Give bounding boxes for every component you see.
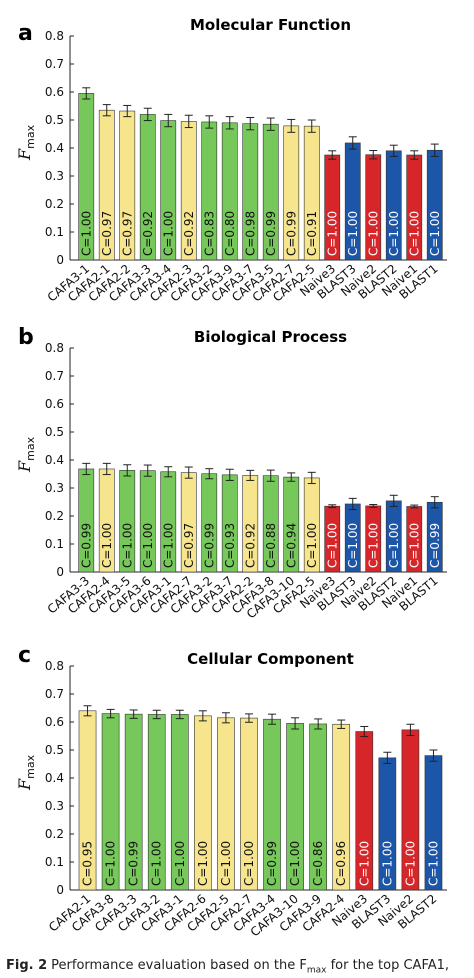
coverage-label: C=0.91	[305, 211, 319, 256]
coverage-label: C=0.99	[127, 841, 141, 886]
coverage-label: C=1.00	[150, 841, 164, 886]
coverage-label: C=1.00	[426, 841, 440, 886]
coverage-label: C=0.92	[141, 211, 155, 256]
coverage-label: C=0.80	[223, 211, 237, 256]
coverage-label: C=0.96	[334, 841, 348, 886]
coverage-label: C=1.00	[407, 211, 421, 256]
coverage-label: C=1.00	[141, 523, 155, 568]
y-tick-label: 0.3	[45, 169, 64, 183]
y-tick-label: 0.1	[45, 225, 64, 239]
coverage-label: C=0.98	[243, 211, 257, 256]
y-tick-label: 0.7	[45, 57, 64, 71]
panel-title: Molecular Function	[190, 16, 351, 34]
coverage-label: C=1.00	[325, 523, 339, 568]
coverage-label: C=0.99	[265, 841, 279, 886]
caption-text: Performance evaluation based on the F	[51, 958, 307, 973]
coverage-label: C=1.00	[196, 841, 210, 886]
coverage-label: C=1.00	[325, 211, 339, 256]
y-tick-label: 0.2	[45, 197, 64, 211]
caption-rest: for the top CAFA1,	[326, 958, 450, 973]
y-tick-label: 0.2	[45, 509, 64, 523]
coverage-label: C=1.00	[79, 211, 93, 256]
y-tick-label: 0	[56, 565, 64, 579]
y-axis-label: Fmax	[15, 754, 37, 791]
coverage-label: C=0.99	[264, 211, 278, 256]
y-tick-label: 0.2	[45, 827, 64, 841]
coverage-label: C=1.00	[403, 841, 417, 886]
coverage-label: C=0.92	[182, 211, 196, 256]
coverage-label: C=0.99	[428, 523, 442, 568]
coverage-label: C=1.00	[120, 523, 134, 568]
coverage-label: C=0.86	[311, 841, 325, 886]
panel-letter: c	[18, 643, 31, 668]
panel-letter: a	[18, 21, 33, 46]
coverage-label: C=1.00	[305, 523, 319, 568]
coverage-label: C=1.00	[242, 841, 256, 886]
coverage-label: C=1.00	[104, 841, 118, 886]
caption-sub: max	[306, 965, 327, 976]
y-tick-label: 0.5	[45, 113, 64, 127]
coverage-label: C=1.00	[346, 211, 360, 256]
coverage-label: C=1.00	[357, 841, 371, 886]
coverage-label: C=1.00	[219, 841, 233, 886]
y-tick-label: 0.1	[45, 855, 64, 869]
coverage-label: C=0.93	[223, 523, 237, 568]
y-tick-label: 0.8	[45, 659, 64, 673]
y-tick-label: 0.3	[45, 799, 64, 813]
coverage-label: C=1.00	[380, 841, 394, 886]
coverage-label: C=0.97	[100, 211, 114, 256]
y-tick-label: 0.4	[45, 453, 64, 467]
coverage-label: C=1.00	[173, 841, 187, 886]
panel-letter: b	[18, 325, 34, 350]
y-axis-label: Fmax	[15, 124, 37, 161]
coverage-label: C=0.94	[284, 523, 298, 568]
caption-label: Fig. 2	[6, 958, 48, 973]
y-tick-label: 0.7	[45, 369, 64, 383]
y-tick-label: 0.1	[45, 537, 64, 551]
coverage-label: C=1.00	[428, 211, 442, 256]
coverage-label: C=1.00	[288, 841, 302, 886]
coverage-label: C=0.97	[182, 523, 196, 568]
coverage-label: C=0.88	[264, 523, 278, 568]
coverage-label: C=1.00	[366, 211, 380, 256]
coverage-label: C=0.95	[81, 841, 95, 886]
coverage-label: C=1.00	[387, 211, 401, 256]
coverage-label: C=1.00	[161, 523, 175, 568]
coverage-label: C=1.00	[407, 523, 421, 568]
coverage-label: C=1.00	[387, 523, 401, 568]
coverage-label: C=0.97	[120, 211, 134, 256]
y-tick-label: 0.5	[45, 425, 64, 439]
y-tick-label: 0.4	[45, 141, 64, 155]
coverage-label: C=1.00	[161, 211, 175, 256]
coverage-label: C=0.83	[202, 211, 216, 256]
figure-caption: Fig. 2 Performance evaluation based on th…	[6, 958, 474, 976]
coverage-label: C=1.00	[346, 523, 360, 568]
y-tick-label: 0.3	[45, 481, 64, 495]
y-tick-label: 0	[56, 253, 64, 267]
y-tick-label: 0.6	[45, 397, 64, 411]
panel-title: Cellular Component	[187, 650, 354, 668]
coverage-label: C=0.92	[243, 523, 257, 568]
coverage-label: C=0.99	[79, 523, 93, 568]
y-tick-label: 0.5	[45, 743, 64, 757]
coverage-label: C=1.00	[100, 523, 114, 568]
coverage-label: C=1.00	[366, 523, 380, 568]
y-tick-label: 0	[56, 883, 64, 897]
y-tick-label: 0.6	[45, 85, 64, 99]
y-tick-label: 0.8	[45, 29, 64, 43]
y-tick-label: 0.6	[45, 715, 64, 729]
coverage-label: C=0.99	[284, 211, 298, 256]
y-tick-label: 0.8	[45, 341, 64, 355]
y-tick-label: 0.7	[45, 687, 64, 701]
y-tick-label: 0.4	[45, 771, 64, 785]
y-axis-label: Fmax	[15, 436, 37, 473]
panel-title: Biological Process	[194, 328, 347, 346]
coverage-label: C=0.99	[202, 523, 216, 568]
